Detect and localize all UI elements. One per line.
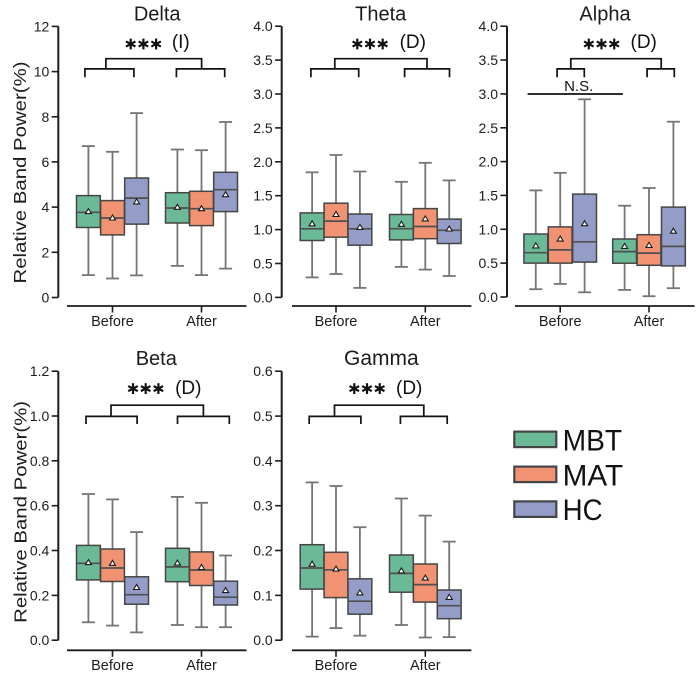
- svg-text:0: 0: [42, 290, 50, 306]
- svg-text:(D): (D): [631, 32, 657, 53]
- svg-text:0.6: 0.6: [253, 363, 273, 379]
- svg-text:Theta: Theta: [355, 4, 407, 26]
- svg-text:0.0: 0.0: [30, 632, 50, 648]
- svg-text:12: 12: [34, 18, 50, 34]
- svg-text:6: 6: [42, 154, 50, 170]
- svg-text:HC: HC: [563, 494, 603, 527]
- svg-text:0.5: 0.5: [479, 255, 499, 271]
- svg-text:0.3: 0.3: [253, 498, 273, 514]
- svg-text:0.0: 0.0: [479, 289, 499, 305]
- svg-text:Relative Band Power(%): Relative Band Power(%): [11, 401, 31, 623]
- svg-text:(D): (D): [400, 32, 426, 53]
- svg-text:0.5: 0.5: [253, 408, 273, 424]
- svg-text:0.4: 0.4: [30, 543, 50, 559]
- svg-text:After: After: [186, 314, 217, 330]
- svg-text:Before: Before: [315, 314, 358, 330]
- svg-text:Gamma: Gamma: [344, 347, 419, 370]
- svg-text:1.0: 1.0: [479, 221, 499, 237]
- svg-text:4.0: 4.0: [479, 18, 499, 34]
- svg-text:0.2: 0.2: [253, 543, 273, 559]
- svg-text:0.0: 0.0: [253, 289, 273, 305]
- svg-text:1.2: 1.2: [30, 363, 50, 379]
- svg-text:N.S.: N.S.: [564, 78, 593, 95]
- svg-text:After: After: [410, 314, 441, 330]
- svg-text:1.5: 1.5: [479, 187, 499, 203]
- svg-text:0.6: 0.6: [30, 498, 50, 514]
- svg-text:2.0: 2.0: [253, 154, 273, 170]
- svg-text:0.4: 0.4: [253, 453, 273, 469]
- svg-text:2.5: 2.5: [253, 120, 273, 136]
- svg-text:Before: Before: [91, 658, 134, 674]
- svg-text:2.5: 2.5: [479, 120, 499, 136]
- svg-text:(D): (D): [396, 378, 422, 399]
- svg-text:(D): (D): [175, 378, 201, 399]
- svg-text:0.8: 0.8: [30, 453, 50, 469]
- svg-text:Alpha: Alpha: [579, 4, 631, 26]
- svg-text:0.1: 0.1: [253, 587, 273, 603]
- svg-text:0.5: 0.5: [253, 256, 273, 272]
- svg-text:0.2: 0.2: [30, 587, 50, 603]
- svg-text:Before: Before: [539, 314, 582, 330]
- svg-text:3.0: 3.0: [253, 86, 273, 102]
- svg-text:After: After: [634, 314, 665, 330]
- svg-text:Before: Before: [315, 658, 358, 674]
- svg-text:Relative Band Power(%): Relative Band Power(%): [10, 62, 30, 284]
- svg-text:MAT: MAT: [563, 459, 624, 492]
- svg-text:After: After: [186, 658, 217, 674]
- svg-text:1.0: 1.0: [253, 222, 273, 238]
- svg-text:10: 10: [34, 64, 50, 80]
- svg-text:2: 2: [42, 244, 50, 260]
- svg-text:Beta: Beta: [136, 348, 178, 370]
- svg-text:1.0: 1.0: [30, 408, 50, 424]
- svg-text:2.0: 2.0: [479, 154, 499, 170]
- svg-text:3.5: 3.5: [253, 52, 273, 68]
- svg-text:MBT: MBT: [563, 425, 623, 458]
- svg-text:3.0: 3.0: [479, 86, 499, 102]
- svg-text:4.0: 4.0: [253, 18, 273, 34]
- svg-text:1.5: 1.5: [253, 188, 273, 204]
- svg-text:3.5: 3.5: [479, 52, 499, 68]
- svg-text:Delta: Delta: [134, 4, 182, 26]
- svg-text:8: 8: [42, 109, 50, 125]
- svg-text:After: After: [410, 658, 441, 674]
- svg-text:4: 4: [42, 199, 50, 215]
- svg-text:0.0: 0.0: [253, 632, 273, 648]
- svg-text:(I): (I): [172, 32, 190, 53]
- svg-text:Before: Before: [91, 314, 134, 330]
